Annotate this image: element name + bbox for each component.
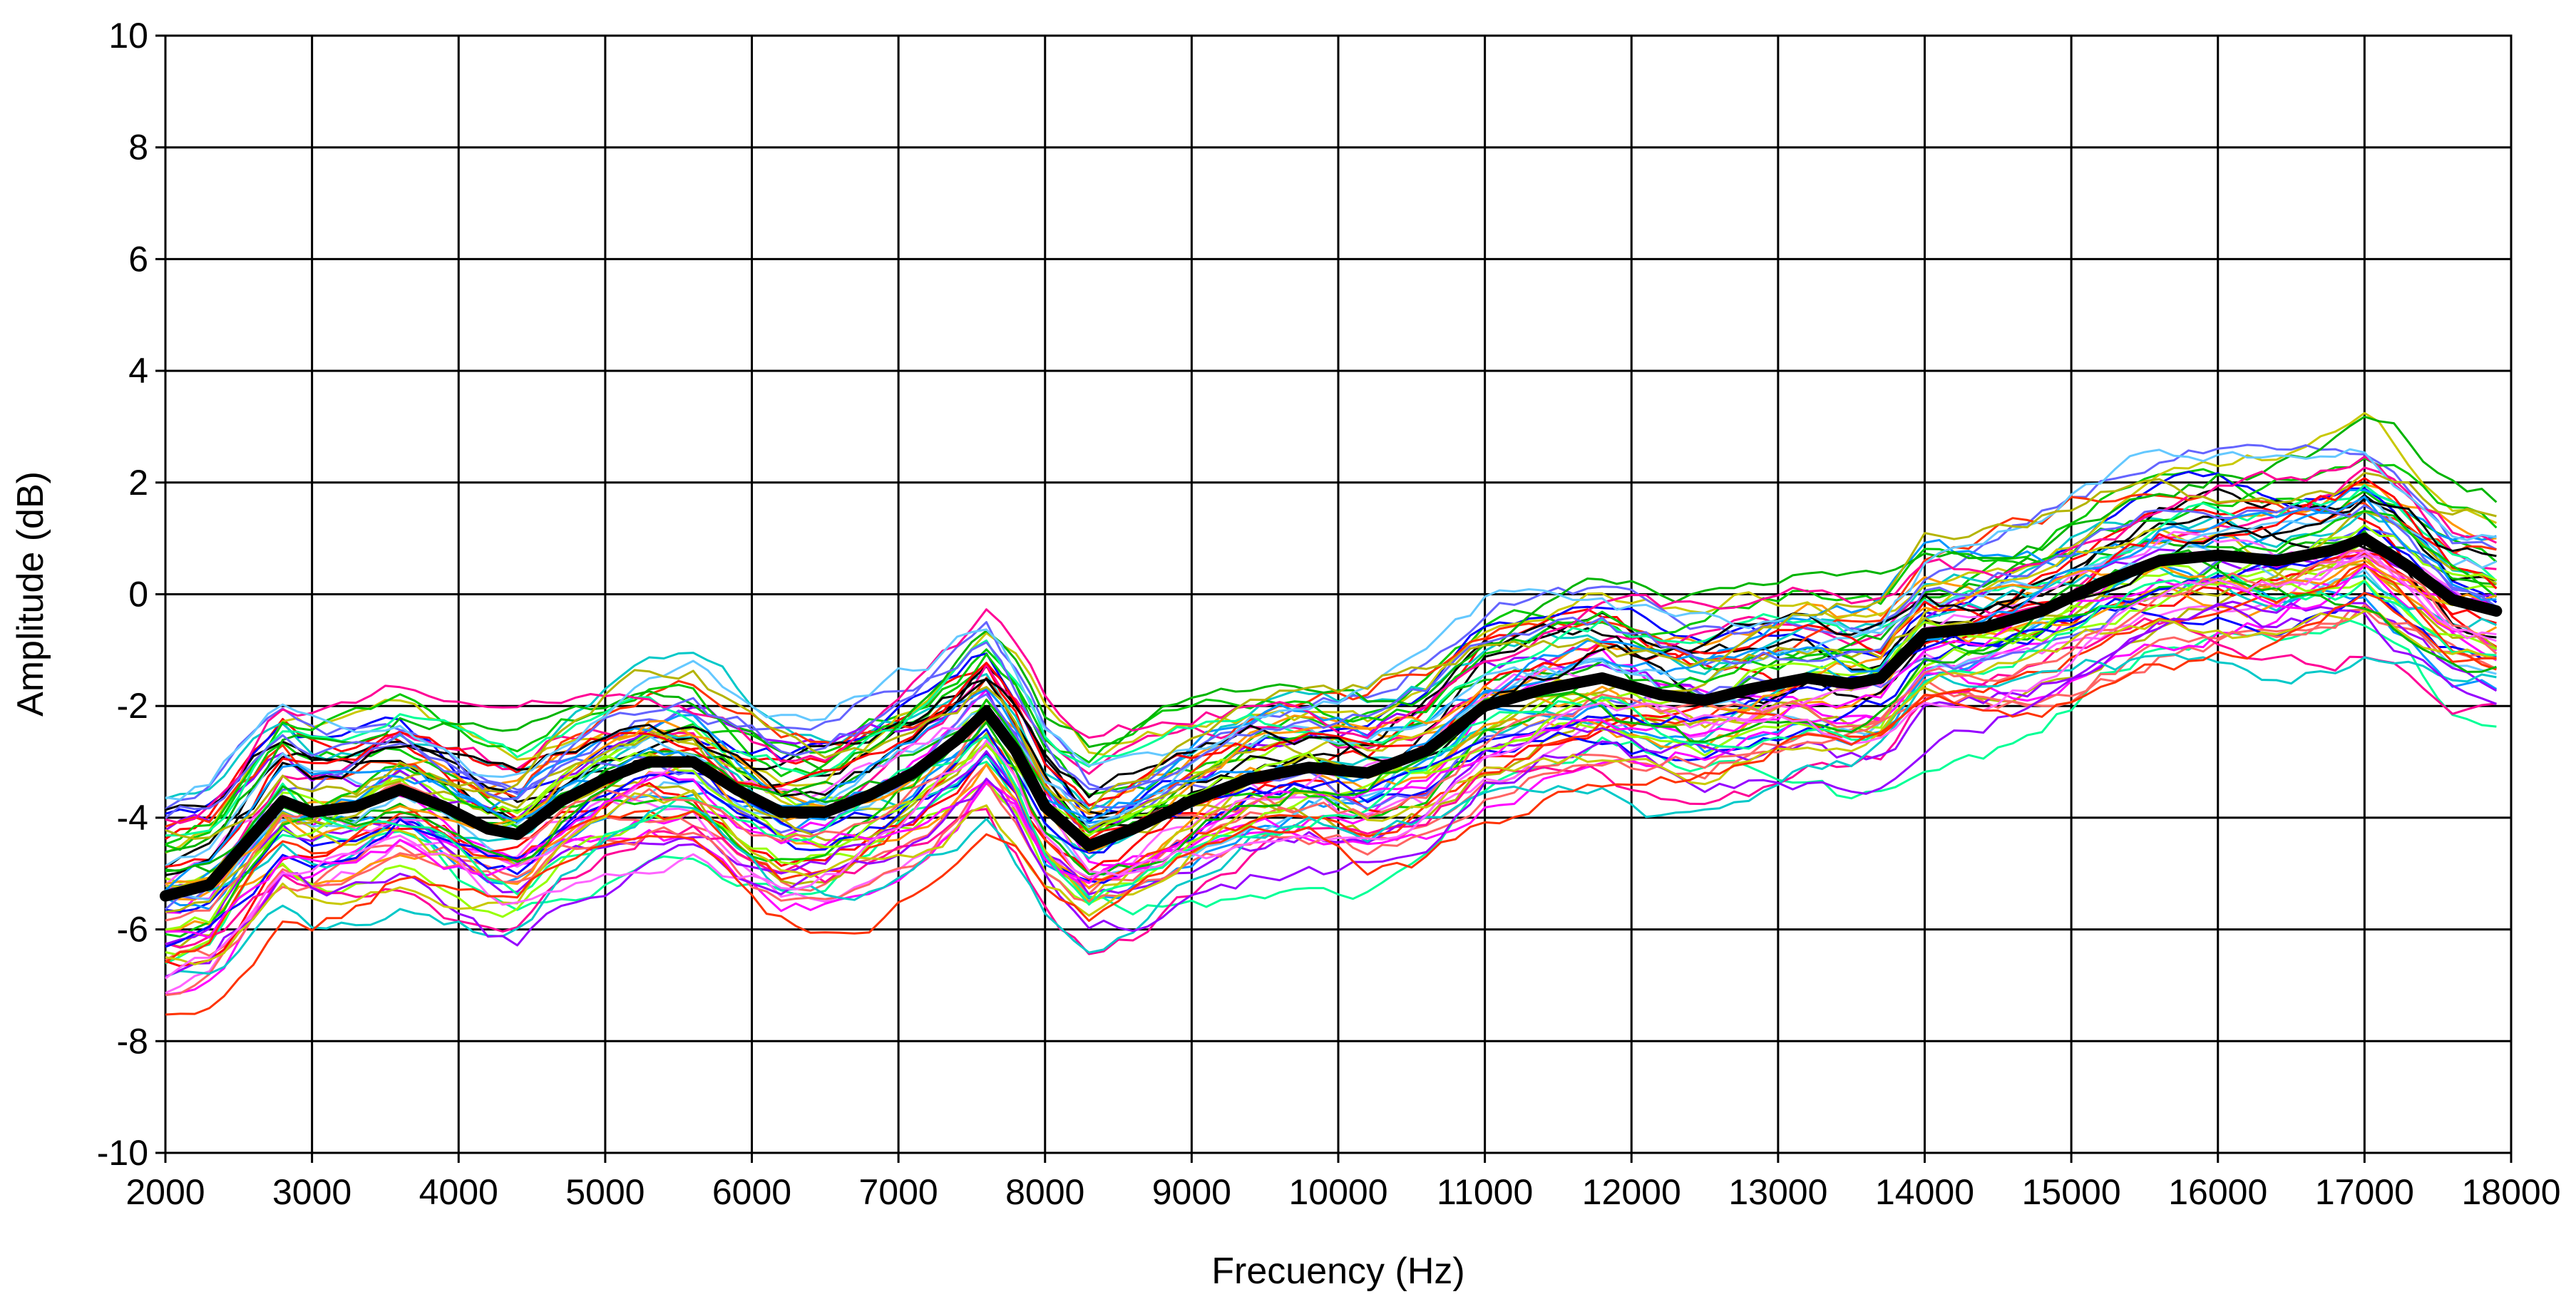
mean-line [160,533,2503,902]
series-line-35 [164,528,2498,910]
series-line-45 [165,653,2497,978]
x-tick-label: 5000 [565,1172,645,1212]
x-tick-label: 7000 [859,1172,938,1212]
y-axis-title: Amplitude (dB) [10,471,51,717]
y-tick-label: -6 [117,910,148,950]
x-tick-label: 10000 [1288,1172,1387,1212]
series-line-12 [165,619,2497,965]
series-line-15 [165,443,2498,810]
x-tick-label: 3000 [272,1172,351,1212]
series-line-39 [165,510,2498,913]
y-tick-label: 6 [128,239,148,279]
series-line-60 [165,592,2497,1016]
y-tick-label: 4 [128,351,148,391]
series-line-36 [165,416,2498,853]
x-tick-label: 17000 [2315,1172,2414,1212]
y-tick-label: -10 [97,1133,148,1173]
y-tick-label: -2 [117,686,148,726]
x-tick-label: 14000 [1875,1172,1974,1212]
series-line-26 [165,563,2498,931]
y-tick-label: -8 [117,1021,148,1061]
series-line-52 [165,570,2497,906]
mean-series [160,533,2503,902]
x-tick-label: 18000 [2461,1172,2560,1212]
y-tick-label: 8 [128,128,148,168]
series-line-47 [165,498,2497,876]
x-axis-title: Frecuency (Hz) [1211,1251,1464,1292]
series-line-49 [165,456,2498,824]
x-tick-label: 8000 [1005,1172,1084,1212]
y-tick-label: 10 [108,16,148,56]
x-tick-label: 6000 [712,1172,791,1212]
series-line-5 [165,510,2498,811]
series-line-58 [165,448,2497,801]
x-tick-label: 9000 [1152,1172,1231,1212]
series-line-53 [165,610,2497,966]
x-tick-label: 11000 [1437,1172,1533,1212]
series-line-57 [165,550,2497,980]
y-tick-label: 0 [128,575,148,615]
series-line-55 [165,504,2498,819]
x-tick-label: 4000 [419,1172,498,1212]
x-tick-label: 13000 [1728,1172,1827,1212]
axis-ticks: 2000 3000 4000 5000 6000 7000 8000 9000 10000 110… [97,16,2561,1212]
y-tick-label: 2 [128,463,148,503]
series-line-54 [165,549,2498,922]
x-tick-label: 16000 [2168,1172,2267,1212]
y-tick-label: -4 [117,798,148,838]
series-line-3 [165,471,2498,823]
x-tick-label: 12000 [1582,1172,1681,1212]
series-line-59 [165,471,2497,840]
series-line-33 [165,527,2497,903]
x-tick-label: 15000 [2022,1172,2121,1212]
series-line-51 [165,602,2497,978]
x-tick-label: 2000 [125,1172,205,1212]
